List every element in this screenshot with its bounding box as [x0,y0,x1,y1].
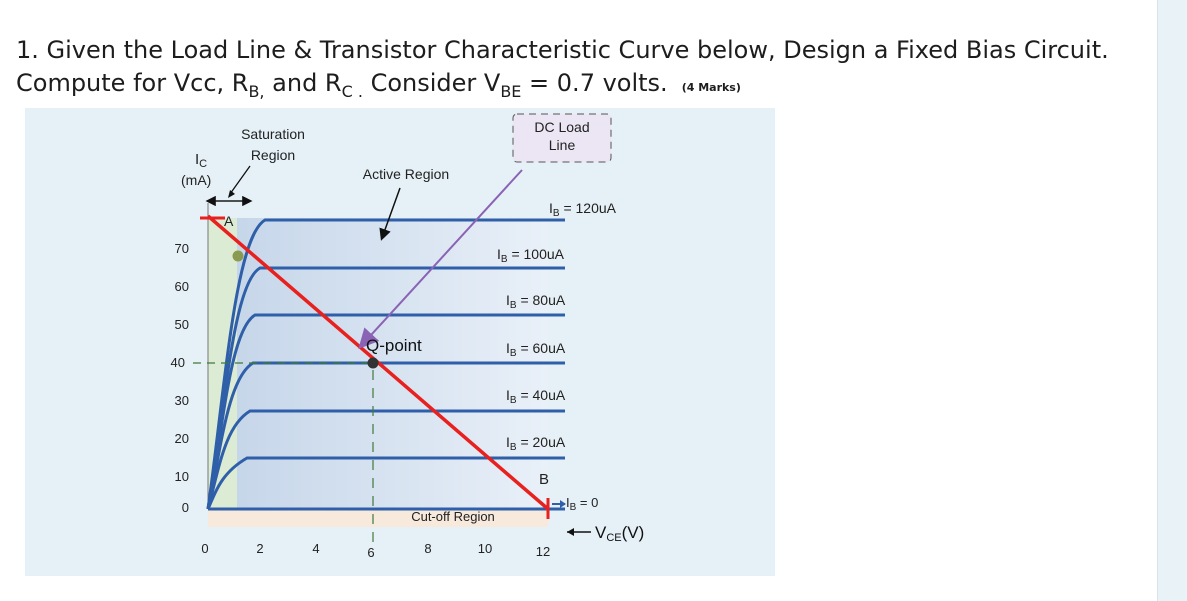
cutoff-region-label: Cut-off Region [411,509,495,524]
ib-label-120: IB = 120uA [549,200,617,219]
ib-label-60: IB = 60uA [506,340,566,359]
saturation-point [232,250,244,262]
dc-load-line-label-1: DC Load [534,119,589,135]
x-tick: 4 [312,541,319,556]
ib-label-40: IB = 40uA [506,387,566,406]
x-tick: 0 [201,541,208,556]
y-tick-labels: 70 60 50 40 30 20 10 0 [171,241,189,515]
characteristic-diagram-svg: DC Load Line Saturation Region Active Re… [171,113,644,560]
x-tick: 6 [367,545,374,560]
q2-prefix: Compute for Vcc, R [16,69,249,97]
y-tick: 0 [182,500,189,515]
q2-mid: and R [264,69,342,97]
load-line-pointer [358,169,523,349]
x-tick: 12 [536,544,550,559]
q-point-label: Q-point [366,336,422,355]
rb-subscript: B, [248,81,265,101]
ib-label-100: IB = 100uA [497,246,565,265]
cutoff-region-fill [208,509,548,527]
saturation-pointer [229,165,251,195]
point-b-label: B [539,471,549,488]
q-point-marker [367,357,379,369]
ib-curves [206,218,565,511]
x-tick: 8 [424,541,431,556]
vbe-subscript: BE [500,81,522,101]
y-tick: 20 [175,431,189,446]
curve-ib-40 [206,409,565,510]
question-line-1: 1. Given the Load Line & Transistor Char… [16,36,1109,64]
ic-axis-label: IC [195,151,207,170]
question-card: 1. Given the Load Line & Transistor Char… [0,0,1158,601]
ib-label-20: IB = 20uA [506,434,566,453]
saturation-label-2: Region [251,147,295,163]
active-region-pointer [379,187,401,241]
y-tick: 70 [175,241,189,256]
x-tick-labels: 0 2 4 6 8 10 12 [201,541,550,560]
ib-label-80: IB = 80uA [506,292,566,311]
y-tick: 50 [175,317,189,332]
vce-axis-label: VCE(V) [595,523,644,544]
x-tick: 10 [478,541,492,556]
transistor-characteristic-figure: DC Load Line Saturation Region Active Re… [25,108,775,576]
saturation-label-1: Saturation [241,126,305,142]
q2-eq: = 0.7 volts. [521,69,668,97]
dc-load-line-box [512,113,612,163]
dc-load-line-label-2: Line [549,137,576,153]
ib-labels: IB = 120uA IB = 100uA IB = 80uA IB = 60u… [497,200,617,513]
active-region-label: Active Region [363,166,449,182]
y-tick: 10 [175,469,189,484]
y-tick: 60 [175,279,189,294]
q2-consider: Consider V [362,69,501,97]
question-line-2: Compute for Vcc, RB, and RC . Consider V… [16,68,741,107]
y-tick: 40 [171,355,185,370]
y-tick: 30 [175,393,189,408]
x-tick: 2 [256,541,263,556]
marks-label: (4 Marks) [681,81,741,94]
ib-label-0: IB = 0 [566,495,598,513]
ic-unit-label: (mA) [181,172,211,188]
point-a-label: A [224,213,234,229]
rc-subscript: C . [341,81,363,101]
curve-ib-20 [206,456,565,510]
